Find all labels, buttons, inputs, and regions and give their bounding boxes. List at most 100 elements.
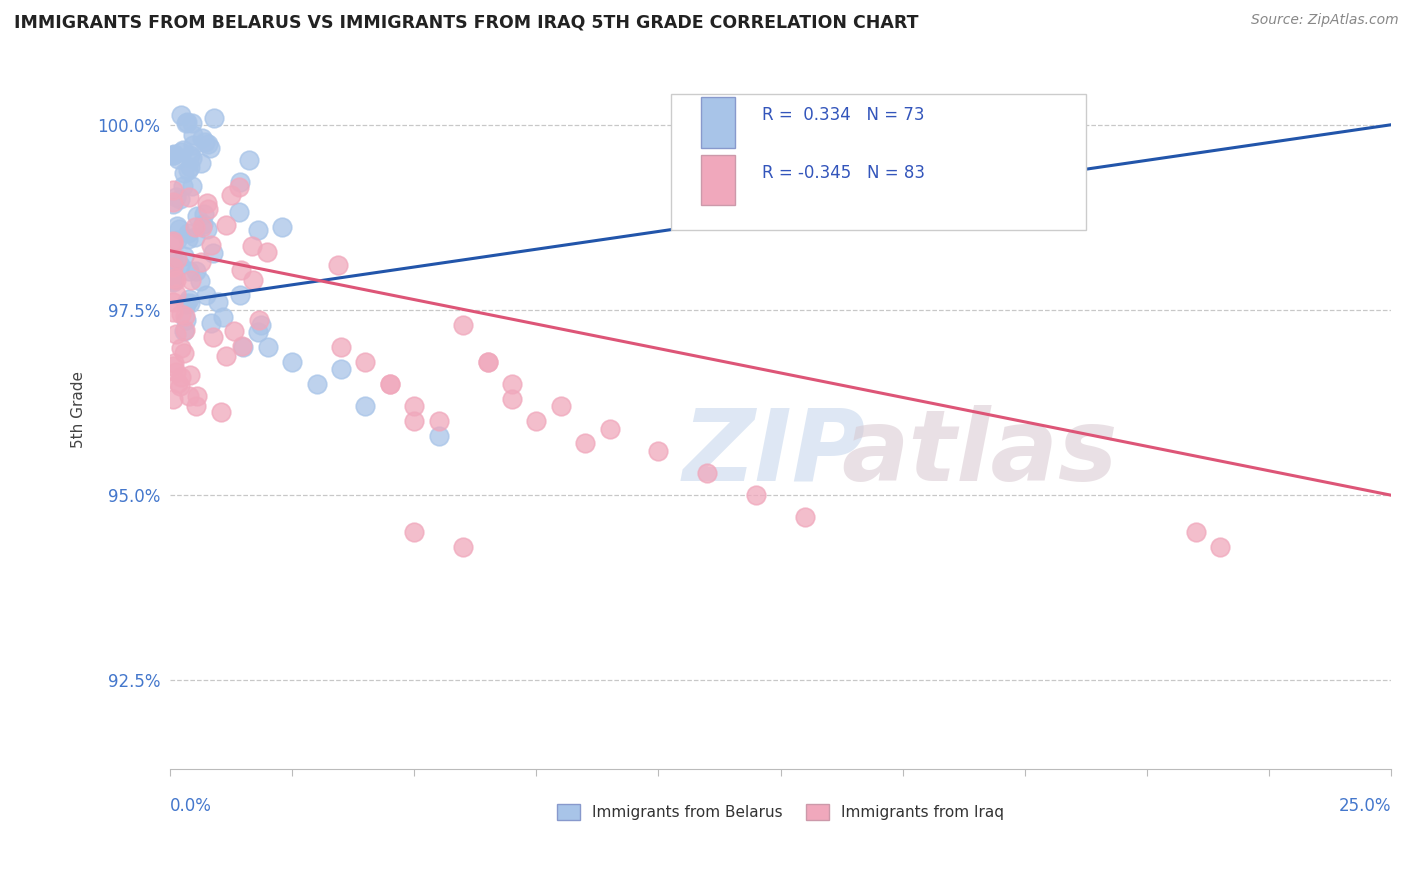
Point bbox=[169, 192, 191, 206]
Point bbox=[173, 324, 195, 338]
Point bbox=[184, 220, 207, 235]
Text: R =  0.334   N = 73: R = 0.334 N = 73 bbox=[762, 106, 925, 124]
Point bbox=[524, 414, 547, 428]
Point bbox=[162, 276, 184, 290]
Point bbox=[228, 205, 250, 219]
Point bbox=[162, 295, 184, 310]
FancyBboxPatch shape bbox=[671, 94, 1085, 230]
Point bbox=[169, 259, 191, 273]
Point bbox=[173, 166, 195, 180]
Point bbox=[354, 355, 377, 369]
Point bbox=[404, 414, 426, 428]
Point bbox=[179, 190, 201, 204]
Point bbox=[198, 141, 221, 155]
Point bbox=[162, 260, 184, 274]
Point bbox=[163, 356, 186, 370]
Point bbox=[174, 313, 197, 327]
Point bbox=[177, 293, 200, 307]
Point bbox=[162, 256, 184, 270]
Point bbox=[231, 339, 253, 353]
Point bbox=[212, 310, 235, 324]
Point bbox=[204, 111, 226, 125]
Point bbox=[215, 218, 238, 232]
Point bbox=[599, 421, 621, 435]
Point bbox=[184, 230, 207, 244]
Point bbox=[222, 325, 245, 339]
Point bbox=[166, 376, 188, 391]
Point bbox=[330, 362, 353, 376]
Point bbox=[180, 152, 202, 166]
Point bbox=[172, 178, 194, 193]
Point bbox=[162, 195, 184, 210]
Point bbox=[242, 273, 264, 287]
Point bbox=[201, 245, 224, 260]
Point bbox=[228, 179, 250, 194]
Point bbox=[191, 219, 214, 234]
Point bbox=[177, 389, 200, 403]
Point bbox=[696, 466, 718, 480]
Point bbox=[256, 245, 278, 260]
Point bbox=[354, 399, 377, 413]
Point bbox=[163, 147, 186, 161]
Point bbox=[197, 202, 219, 216]
Point bbox=[162, 273, 184, 287]
Point bbox=[177, 163, 200, 178]
Point bbox=[179, 161, 201, 175]
Point bbox=[281, 355, 304, 369]
Point bbox=[197, 196, 219, 211]
Point bbox=[745, 488, 768, 502]
Point bbox=[215, 349, 238, 363]
Point bbox=[378, 377, 401, 392]
Point bbox=[179, 296, 201, 310]
Point bbox=[186, 209, 208, 223]
Point bbox=[162, 359, 184, 373]
Point bbox=[165, 287, 187, 301]
Point bbox=[427, 429, 450, 443]
Point bbox=[240, 239, 263, 253]
Point bbox=[186, 389, 208, 403]
Point bbox=[250, 318, 273, 332]
Point bbox=[179, 148, 201, 162]
Point bbox=[163, 271, 186, 285]
Point bbox=[162, 234, 184, 248]
Text: Source: ZipAtlas.com: Source: ZipAtlas.com bbox=[1251, 13, 1399, 28]
Point bbox=[451, 318, 474, 332]
Point bbox=[174, 323, 197, 337]
Point bbox=[794, 510, 817, 524]
Point bbox=[162, 148, 184, 162]
Point bbox=[162, 148, 184, 162]
Point bbox=[247, 313, 270, 327]
Point bbox=[165, 273, 187, 287]
Point bbox=[647, 443, 669, 458]
Point bbox=[166, 219, 188, 234]
Point bbox=[169, 379, 191, 393]
Point bbox=[451, 540, 474, 554]
Text: 0.0%: 0.0% bbox=[170, 797, 212, 815]
Point bbox=[170, 145, 193, 159]
Point bbox=[404, 399, 426, 413]
Point bbox=[162, 235, 184, 250]
Point bbox=[477, 355, 499, 369]
Point bbox=[190, 156, 212, 170]
Point bbox=[191, 130, 214, 145]
Text: IMMIGRANTS FROM BELARUS VS IMMIGRANTS FROM IRAQ 5TH GRADE CORRELATION CHART: IMMIGRANTS FROM BELARUS VS IMMIGRANTS FR… bbox=[14, 13, 918, 31]
Point bbox=[190, 254, 212, 268]
Point bbox=[180, 116, 202, 130]
Point bbox=[1184, 525, 1206, 540]
Point bbox=[166, 233, 188, 247]
Text: atlas: atlas bbox=[842, 405, 1118, 501]
Point bbox=[550, 399, 572, 413]
Point bbox=[170, 369, 193, 384]
Bar bbox=[702, 155, 735, 205]
Point bbox=[305, 377, 328, 392]
Point bbox=[501, 392, 523, 406]
Point bbox=[166, 153, 188, 167]
Point bbox=[167, 222, 190, 236]
Point bbox=[170, 341, 193, 355]
Point bbox=[193, 207, 215, 221]
Point bbox=[270, 220, 292, 235]
Point bbox=[179, 368, 201, 383]
Point bbox=[162, 392, 184, 407]
Point bbox=[181, 138, 204, 153]
Point bbox=[202, 330, 225, 344]
